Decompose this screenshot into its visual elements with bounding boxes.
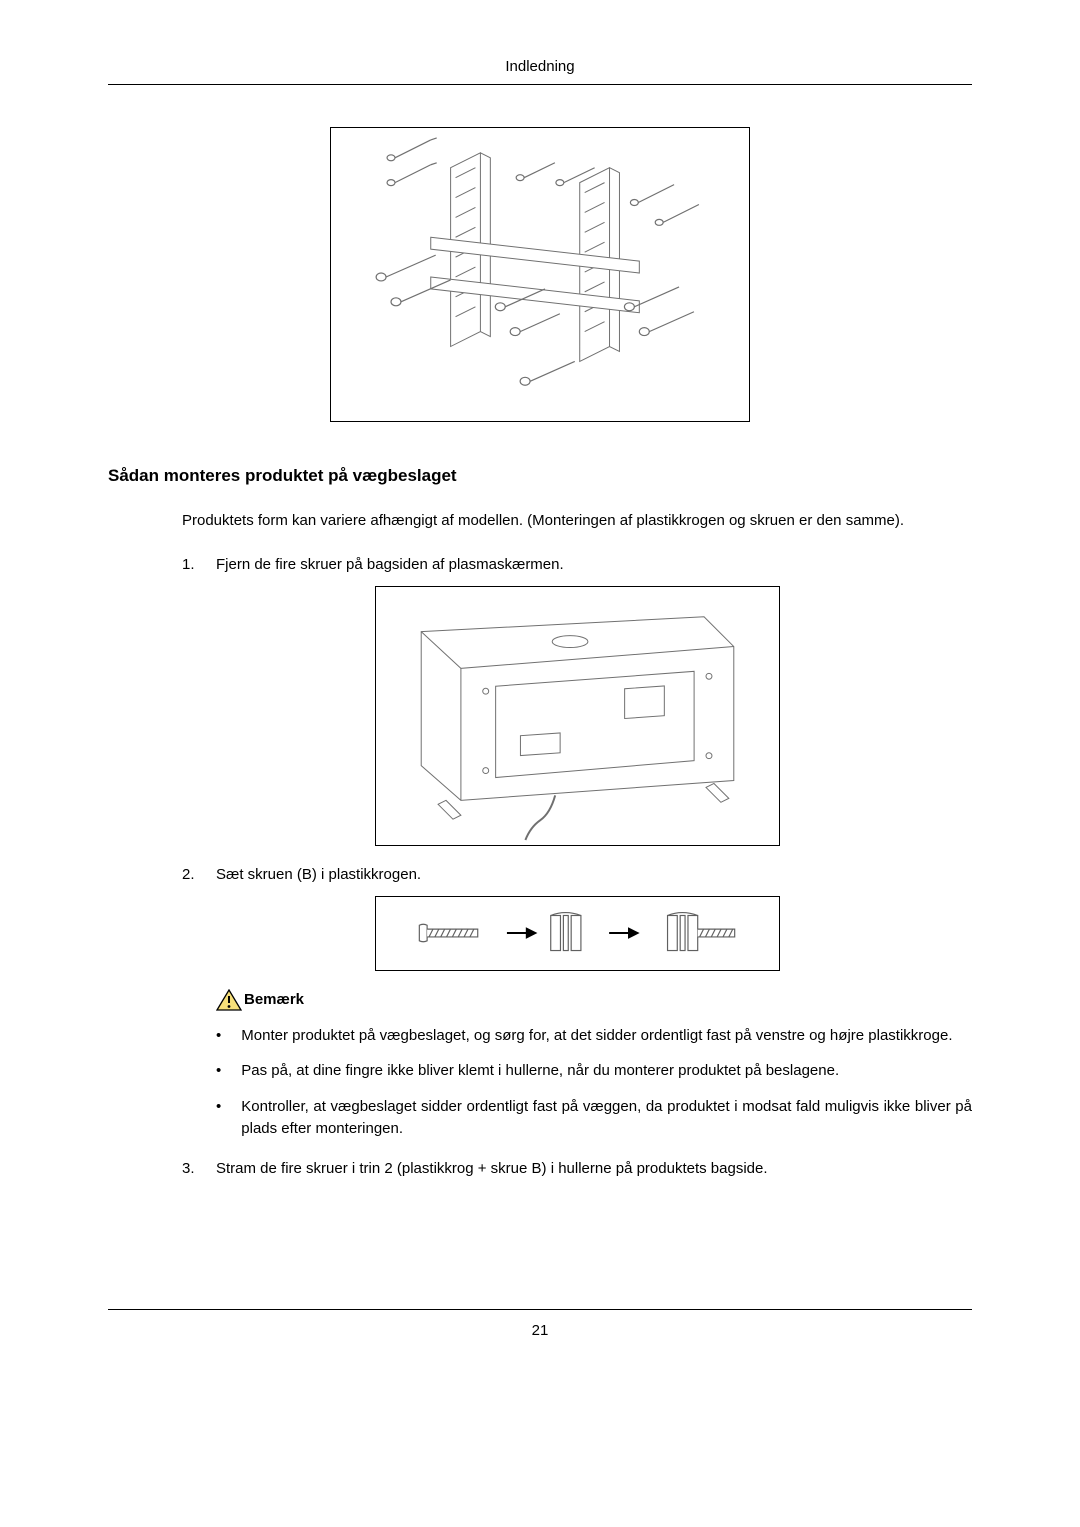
step-1: 1. Fjern de fire skruer på bagsiden af p… xyxy=(182,554,972,576)
bullet-text: Kontroller, at vægbeslaget sidder ordent… xyxy=(241,1096,972,1140)
bullet-marker: • xyxy=(216,1025,221,1047)
figure-tv-back xyxy=(375,586,780,846)
step-number: 2. xyxy=(182,864,198,886)
page-number: 21 xyxy=(108,1309,972,1342)
note-heading: Bemærk xyxy=(216,989,972,1011)
note-bullet: • Monter produktet på vægbeslaget, og sø… xyxy=(216,1025,972,1047)
step-text: Sæt skruen (B) i plastikkrogen. xyxy=(216,864,972,886)
warning-icon xyxy=(216,989,242,1011)
step-3: 3. Stram de fire skruer i trin 2 (plasti… xyxy=(182,1158,972,1180)
step-2: 2. Sæt skruen (B) i plastikkrogen. xyxy=(182,864,972,886)
figure-screw-hook xyxy=(375,896,780,971)
bullet-marker: • xyxy=(216,1060,221,1082)
note-bullet: • Pas på, at dine fingre ikke bliver kle… xyxy=(216,1060,972,1082)
step-number: 3. xyxy=(182,1158,198,1180)
note-bullet: • Kontroller, at vægbeslaget sidder orde… xyxy=(216,1096,972,1140)
page-header: Indledning xyxy=(108,56,972,85)
step-text: Stram de fire skruer i trin 2 (plastikkr… xyxy=(216,1158,972,1180)
bullet-text: Pas på, at dine fingre ikke bliver klemt… xyxy=(241,1060,839,1082)
section-heading: Sådan monteres produktet på vægbeslaget xyxy=(108,464,972,489)
bullet-text: Monter produktet på vægbeslaget, og sørg… xyxy=(241,1025,952,1047)
note-label: Bemærk xyxy=(244,989,304,1011)
intro-paragraph: Produktets form kan variere afhængigt af… xyxy=(182,510,972,532)
figure-bracket-assembly xyxy=(330,127,750,422)
step-text: Fjern de fire skruer på bagsiden af plas… xyxy=(216,554,972,576)
step-number: 1. xyxy=(182,554,198,576)
bullet-marker: • xyxy=(216,1096,221,1140)
